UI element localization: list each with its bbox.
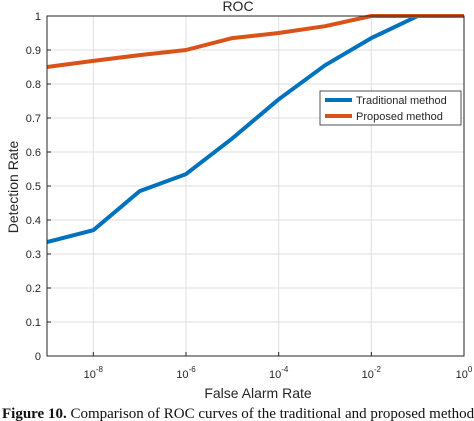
legend: Traditional method Proposed method <box>319 90 462 126</box>
y-tick-label: 0.3 <box>26 249 41 261</box>
x-tick-label: 10-4 <box>269 365 289 381</box>
caption-text: Comparison of ROC curves of the traditio… <box>66 407 474 421</box>
y-tick-label: 0.9 <box>26 45 41 57</box>
x-tick-label: 10-2 <box>362 365 382 381</box>
y-tick-label: 0.1 <box>26 317 41 329</box>
y-tick-label: 0 <box>35 351 41 363</box>
series-line-traditional <box>46 14 464 245</box>
chart-title: ROC <box>222 0 253 14</box>
y-tick-label: 0.2 <box>26 283 41 295</box>
y-axis-label: Detection Rate <box>5 140 21 233</box>
y-tick-label: 0.4 <box>26 215 41 227</box>
grid-lines <box>47 15 465 357</box>
y-axis-ticks: 0 0.1 0.2 0.3 0.4 0.5 0.6 0.7 0.8 0.9 1 <box>26 11 51 363</box>
legend-label-traditional: Traditional method <box>356 95 447 107</box>
y-tick-label: 0.7 <box>26 113 41 125</box>
legend-label-proposed: Proposed method <box>356 111 443 123</box>
x-axis-label: False Alarm Rate <box>204 385 312 401</box>
figure-caption: Figure 10. Comparison of ROC curves of t… <box>2 407 474 421</box>
y-tick-label: 1 <box>35 11 41 23</box>
y-tick-label: 0.6 <box>26 147 41 159</box>
x-tick-label: 10-6 <box>176 365 196 381</box>
y-tick-label: 0.8 <box>26 79 41 91</box>
x-tick-label: 100 <box>456 365 473 381</box>
y-tick-label: 0.5 <box>26 181 41 193</box>
x-tick-label: 10-8 <box>84 365 104 381</box>
legend-box <box>319 90 462 126</box>
caption-label: Figure 10. <box>2 407 67 421</box>
roc-chart: 00.10.20.30.40.50.60.70.80.91 10-8 10-6 10… <box>5 0 473 401</box>
x-axis-ticks: 10-8 10-6 10-4 10-2 100 <box>84 352 473 381</box>
